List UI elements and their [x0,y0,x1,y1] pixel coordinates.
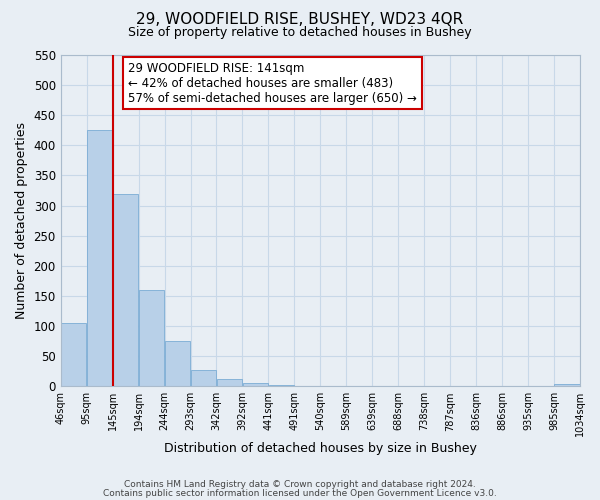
Bar [191,370,216,386]
Bar [243,384,268,386]
X-axis label: Distribution of detached houses by size in Bushey: Distribution of detached houses by size … [164,442,477,455]
Bar [61,323,86,386]
Bar [554,384,580,386]
Bar [113,194,138,386]
Bar [269,384,294,386]
Text: Contains public sector information licensed under the Open Government Licence v3: Contains public sector information licen… [103,488,497,498]
Bar [165,341,190,386]
Text: Contains HM Land Registry data © Crown copyright and database right 2024.: Contains HM Land Registry data © Crown c… [124,480,476,489]
Bar [87,130,112,386]
Y-axis label: Number of detached properties: Number of detached properties [15,122,28,319]
Text: 29, WOODFIELD RISE, BUSHEY, WD23 4QR: 29, WOODFIELD RISE, BUSHEY, WD23 4QR [136,12,464,28]
Bar [217,378,242,386]
Bar [139,290,164,386]
Text: Size of property relative to detached houses in Bushey: Size of property relative to detached ho… [128,26,472,39]
Text: 29 WOODFIELD RISE: 141sqm
← 42% of detached houses are smaller (483)
57% of semi: 29 WOODFIELD RISE: 141sqm ← 42% of detac… [128,62,417,104]
